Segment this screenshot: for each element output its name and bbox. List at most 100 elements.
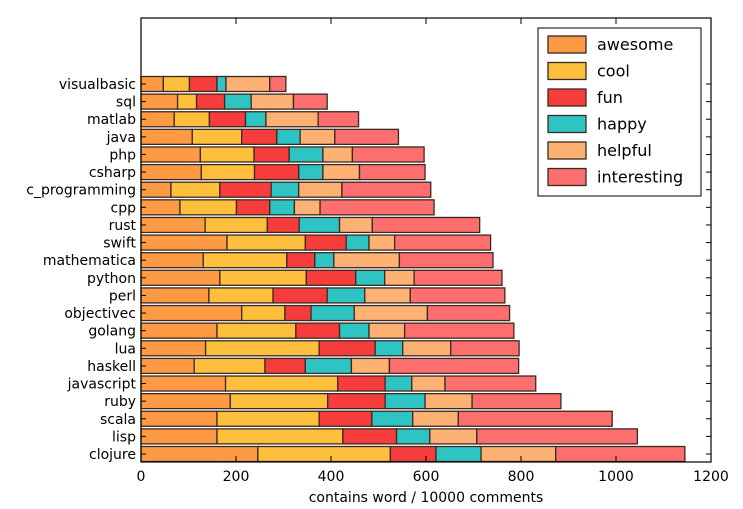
bar-javascript-cool: [224, 375, 339, 392]
bar-matlab-interesting: [317, 111, 360, 128]
legend-label-interesting: interesting: [597, 168, 683, 187]
bar-csharp-happy: [298, 163, 324, 181]
bar-clojure-cool: [257, 445, 392, 463]
bar-visualbasic-fun: [188, 75, 218, 93]
y-tick-label: swift: [103, 236, 136, 252]
bar-matlab-helpful: [265, 111, 319, 128]
bar-lua-helpful: [402, 340, 452, 357]
bar-java-helpful: [299, 128, 336, 146]
bar-rust-helpful: [338, 216, 373, 234]
y-tick-label: mathematica: [43, 253, 136, 269]
bar-python-helpful: [384, 269, 415, 286]
bar-javascript-happy: [384, 375, 413, 392]
bar-matlab-cool: [173, 111, 211, 128]
bar-clojure-awesome: [140, 445, 259, 463]
bar-clojure-happy: [435, 445, 482, 463]
bar-lua-interesting: [450, 340, 520, 357]
bar-rust-awesome: [140, 216, 206, 234]
bar-python-cool: [219, 269, 307, 286]
bar-javascript-awesome: [140, 375, 227, 392]
bar-swift-fun: [304, 234, 347, 251]
bar-csharp-fun: [253, 163, 300, 181]
bar-swift-helpful: [368, 234, 396, 251]
bars-group: [140, 75, 686, 463]
bar-swift-interesting: [393, 234, 492, 251]
bar-objectivec-awesome: [140, 304, 243, 322]
bar-objectivec-helpful: [353, 304, 429, 322]
bar-golang-cool: [216, 322, 297, 339]
y-tick-label: java: [106, 130, 136, 146]
bar-cpp-awesome: [140, 199, 181, 216]
bar-c_programming-cool: [170, 181, 221, 198]
bar-perl-cool: [208, 287, 274, 304]
legend-label-awesome: awesome: [597, 35, 673, 54]
legend-label-happy: happy: [597, 115, 647, 134]
bar-csharp-helpful: [322, 163, 361, 181]
y-tick-label: c_programming: [26, 183, 136, 199]
bar-javascript-fun: [336, 375, 386, 392]
bar-lua-happy: [374, 340, 404, 357]
bar-lua-awesome: [140, 340, 207, 357]
bar-csharp-interesting: [358, 163, 426, 181]
y-tick-label: visualbasic: [59, 77, 136, 93]
y-tick-label: sql: [116, 95, 136, 111]
bar-c_programming-happy: [270, 181, 300, 198]
bar-mathematica-interesting: [398, 252, 494, 269]
bar-rust-fun: [266, 216, 300, 234]
x-tick-label: 800: [508, 469, 535, 485]
bar-php-fun: [253, 146, 290, 163]
x-tick-label: 1200: [693, 469, 729, 485]
bar-swift-cool: [226, 234, 307, 251]
legend-label-fun: fun: [597, 88, 623, 107]
legend-swatch-interesting: [547, 167, 587, 187]
y-tick-label: cpp: [111, 200, 137, 216]
x-tick-label: 1000: [598, 469, 634, 485]
bar-scala-cool: [216, 410, 320, 427]
bar-cpp-helpful: [293, 199, 321, 216]
legend-swatch-happy: [547, 114, 587, 134]
bar-haskell-fun: [264, 357, 307, 375]
bar-golang-happy: [338, 322, 370, 339]
x-tick-label: 0: [137, 469, 146, 485]
bar-javascript-helpful: [411, 375, 446, 392]
bar-clojure-fun: [389, 445, 437, 463]
bar-ruby-awesome: [140, 392, 231, 410]
bar-mathematica-happy: [314, 252, 335, 269]
bar-perl-interesting: [409, 287, 506, 304]
bar-javascript-interesting: [444, 375, 537, 392]
legend-swatch-awesome: [547, 35, 587, 54]
bar-java-awesome: [140, 128, 193, 146]
y-tick-label: golang: [88, 324, 136, 340]
bar-ruby-happy: [384, 392, 426, 410]
bar-ruby-fun: [327, 392, 386, 410]
bar-rust-cool: [204, 216, 268, 234]
y-tick-label: rust: [109, 218, 137, 234]
bar-clojure-interesting: [555, 445, 686, 463]
bar-clojure-helpful: [480, 445, 557, 463]
bar-perl-helpful: [364, 287, 411, 304]
bar-visualbasic-happy: [216, 75, 227, 93]
bar-golang-helpful: [368, 322, 406, 339]
bar-java-interesting: [334, 128, 400, 146]
bar-php-happy: [288, 146, 324, 163]
y-tick-label: haskell: [87, 359, 136, 375]
legend-swatch-helpful: [547, 141, 587, 160]
y-tick-label: scala: [100, 412, 136, 428]
bar-golang-interesting: [403, 322, 515, 339]
bar-perl-fun: [272, 287, 328, 304]
bar-ruby-interesting: [471, 392, 562, 410]
bar-c_programming-interesting: [341, 181, 432, 198]
x-axis-label: contains word / 10000 comments: [309, 490, 544, 506]
bar-csharp-cool: [200, 163, 256, 181]
legend: awesome cool fun happy helpful interesting: [537, 27, 702, 197]
bar-matlab-fun: [208, 111, 247, 128]
bar-csharp-awesome: [140, 163, 202, 181]
y-tick-label: ruby: [104, 394, 136, 410]
bar-sql-helpful: [250, 93, 295, 110]
bar-sql-cool: [176, 93, 198, 110]
y-tick-label: python: [87, 271, 136, 287]
y-tick-label: objectivec: [64, 306, 136, 322]
bar-java-happy: [276, 128, 301, 146]
y-tick-label: lua: [115, 341, 136, 357]
y-tick-label: clojure: [89, 447, 136, 463]
